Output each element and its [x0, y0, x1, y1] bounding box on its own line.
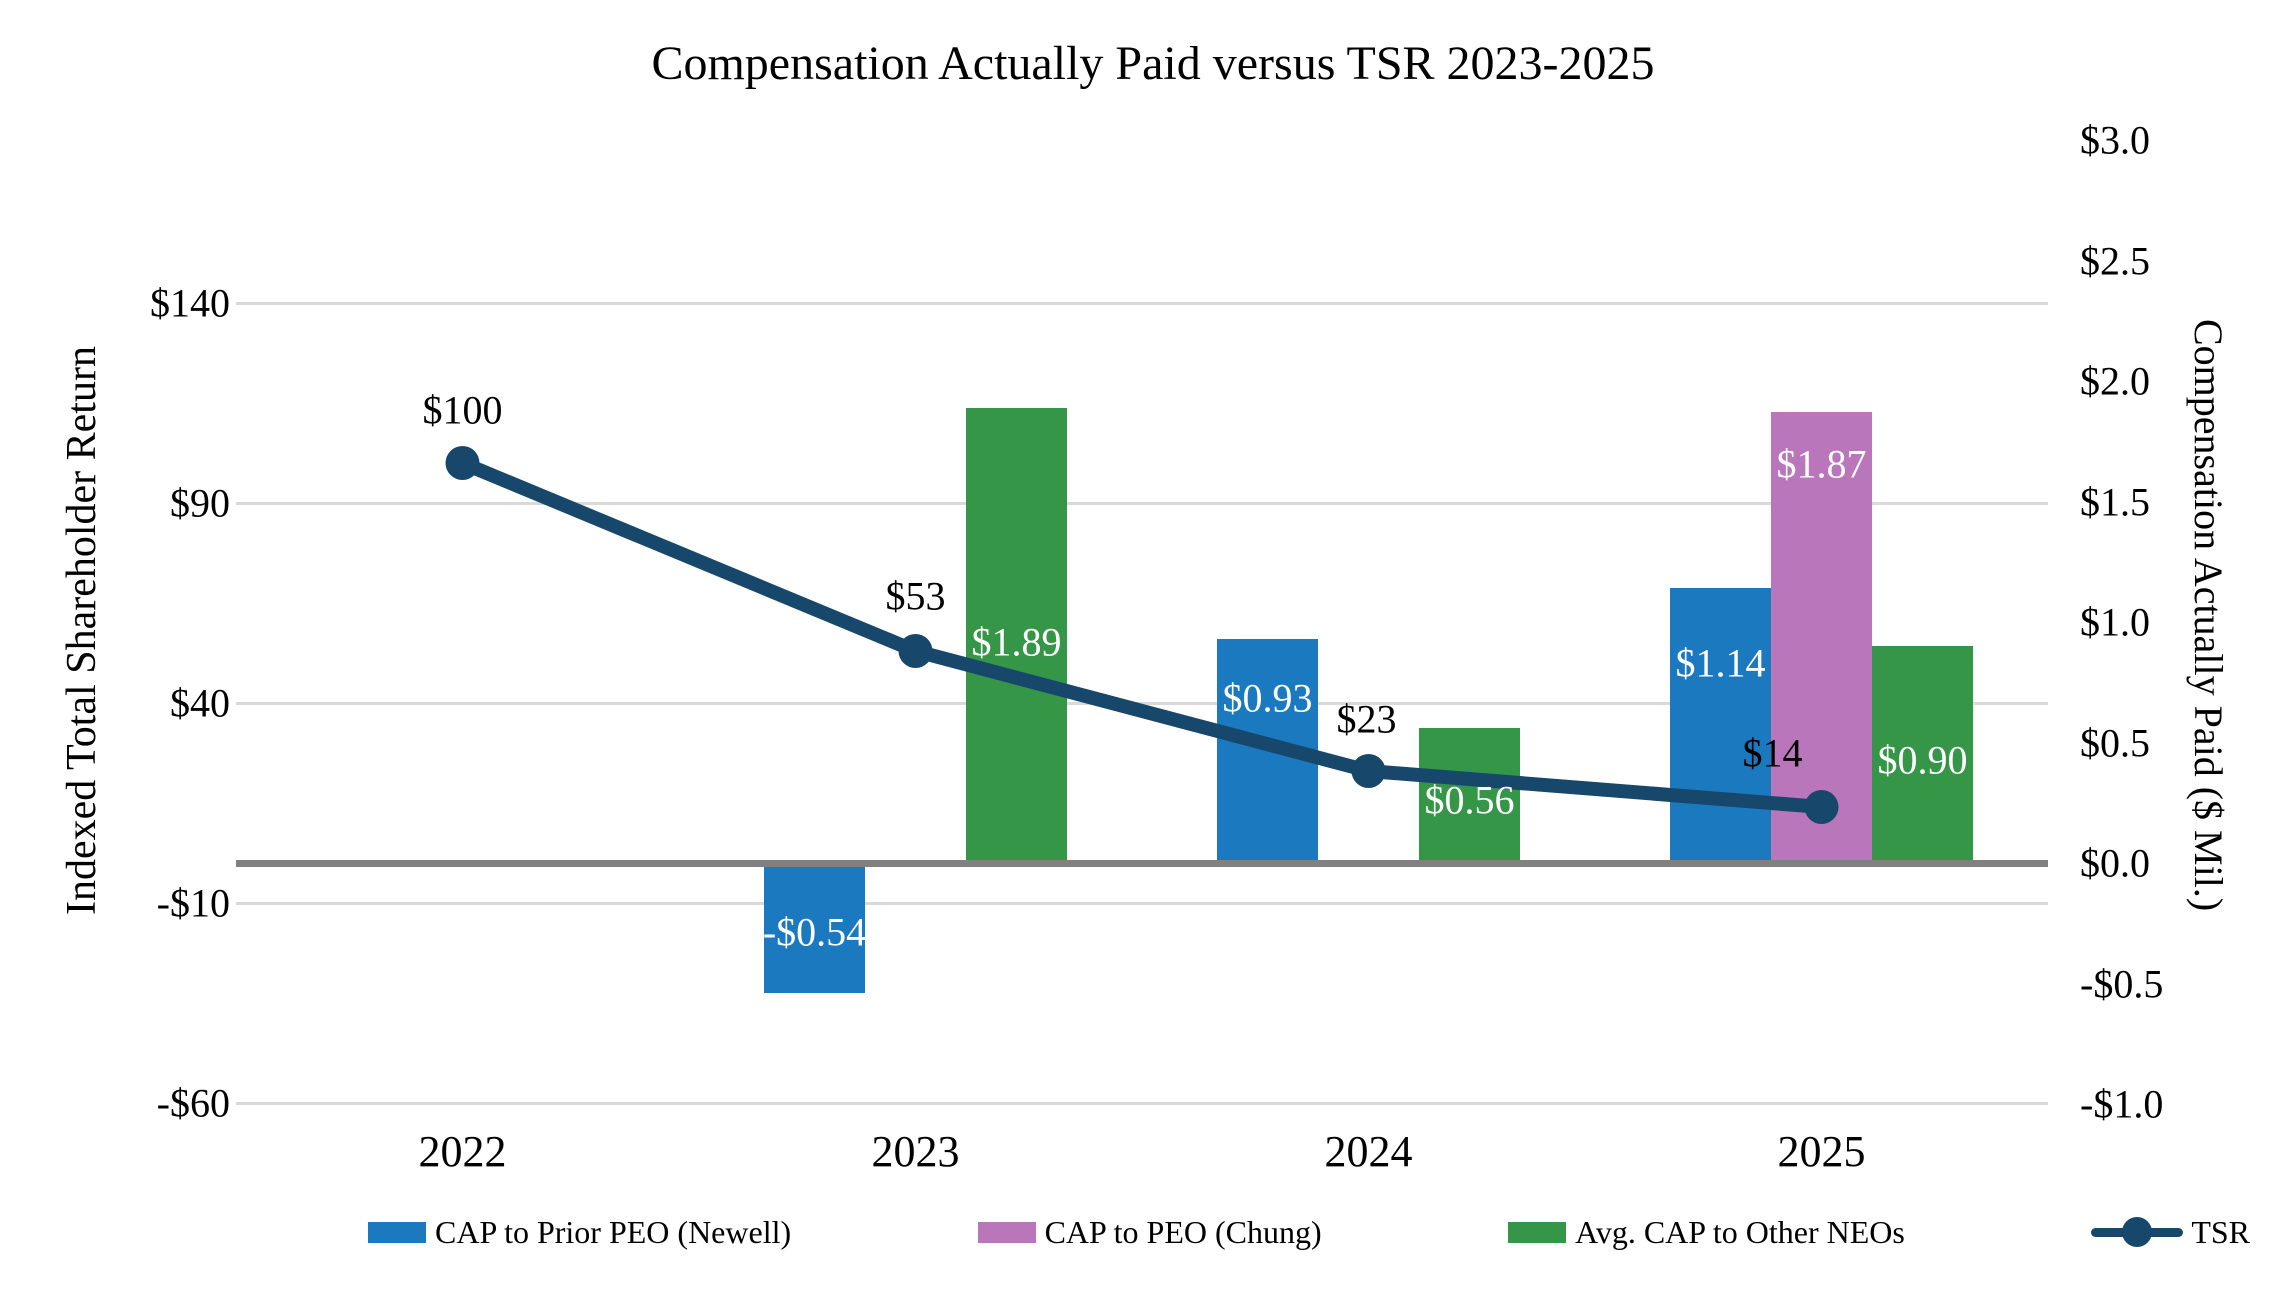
legend-line-dot [2122, 1217, 2153, 1247]
right-axis-tick-label: $2.5 [2080, 238, 2150, 283]
bar-avg-cap-to-other-neos [966, 407, 1067, 863]
bar-cap-to-prior-peo-newell- [764, 863, 865, 994]
right-axis-tick-label: $2.0 [2080, 358, 2150, 404]
legend-swatch [1508, 1221, 1567, 1243]
legend-item-avg-cap-to-other-neos: Avg. CAP to Other NEOs [1508, 1214, 1905, 1251]
legend-item-tsr: TSR [2091, 1214, 2250, 1251]
gridline [236, 1102, 2048, 1105]
x-axis-year-label: 2024 [1324, 1127, 1413, 1176]
right-axis-title: Compensation Actually Paid ($ Mil.) [2186, 318, 2231, 912]
right-axis-tick-label: $0.0 [2080, 840, 2150, 886]
right-axis-tick-label: -$0.5 [2080, 961, 2164, 1006]
x-axis-year-label: 2023 [871, 1127, 960, 1176]
x-axis-year-label: 2025 [1777, 1127, 1866, 1176]
legend-swatch [368, 1221, 426, 1243]
right-axis-tick-label: $0.5 [2080, 720, 2150, 765]
chart-title: Compensation Actually Paid versus TSR 20… [651, 37, 1655, 90]
bar-avg-cap-to-other-neos [1872, 646, 1973, 863]
bar-cap-to-peo-chung- [1771, 412, 1872, 863]
right-axis-tick-label: -$1.0 [2080, 1081, 2164, 1127]
left-axis-tick-label: $140 [150, 280, 230, 326]
x-axis-year-label: 2022 [418, 1127, 507, 1176]
legend-label: CAP to PEO (Chung) [1044, 1213, 1322, 1250]
left-axis-tick-label: -$10 [156, 880, 230, 926]
legend-item-cap-to-prior-peo-newell-: CAP to Prior PEO (Newell) [368, 1214, 791, 1251]
zero-baseline [236, 860, 2048, 867]
legend-label: CAP to Prior PEO (Newell) [435, 1213, 792, 1250]
legend-label: TSR [2191, 1213, 2250, 1250]
right-axis-tick-label: $1.5 [2080, 479, 2150, 524]
right-axis-tick-label: $1.0 [2080, 599, 2150, 645]
left-axis-tick-label: $90 [170, 480, 230, 526]
left-axis-tick-label: $40 [170, 680, 230, 726]
bar-cap-to-prior-peo-newell- [1670, 588, 1771, 863]
bar-avg-cap-to-other-neos [1419, 728, 1520, 863]
gridline [236, 902, 2048, 905]
bar-cap-to-prior-peo-newell- [1217, 638, 1318, 863]
legend-line-marker [2091, 1217, 2184, 1247]
legend-item-cap-to-peo-chung-: CAP to PEO (Chung) [977, 1213, 1322, 1251]
right-axis-tick-label: $3.0 [2080, 117, 2150, 163]
gridline [236, 302, 2048, 305]
legend-swatch [977, 1221, 1036, 1243]
legend: CAP to Prior PEO (Newell) CAP to PEO (Chu… [368, 1204, 2250, 1260]
left-axis-tick-label: -$60 [156, 1080, 230, 1126]
legend-label: Avg. CAP to Other NEOs [1575, 1213, 1905, 1250]
